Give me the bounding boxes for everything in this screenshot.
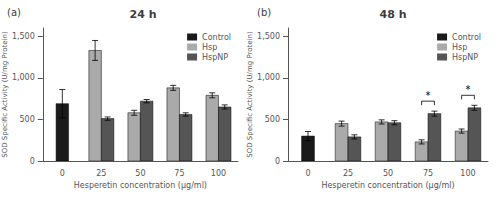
svg-text:1,000: 1,000 (257, 73, 280, 82)
svg-text:0: 0 (305, 169, 310, 178)
svg-text:100: 100 (460, 169, 475, 178)
svg-text:100: 100 (211, 169, 226, 178)
svg-text:1,500: 1,500 (12, 32, 35, 41)
svg-text:Hsp: Hsp (452, 43, 467, 52)
svg-text:0: 0 (60, 169, 65, 178)
svg-text:50: 50 (383, 169, 393, 178)
svg-text:SOD Specific Activity (U/mg Pr: SOD Specific Activity (U/mg Protein) (1, 31, 9, 158)
svg-text:*: * (426, 90, 431, 101)
svg-text:*: * (466, 84, 471, 95)
svg-text:SOD Specific Activity (U/mg Pr: SOD Specific Activity (U/mg Protein) (246, 31, 254, 158)
svg-text:0: 0 (275, 157, 280, 166)
svg-text:Control: Control (452, 33, 481, 42)
svg-text:(b): (b) (257, 7, 271, 18)
svg-text:Control: Control (202, 33, 231, 42)
svg-text:500: 500 (20, 115, 35, 124)
svg-text:25: 25 (343, 169, 353, 178)
svg-text:50: 50 (135, 169, 145, 178)
svg-text:48 h: 48 h (380, 8, 407, 21)
svg-text:Hesperetin concentration (µg/m: Hesperetin concentration (µg/ml) (74, 181, 207, 190)
svg-text:HspNP: HspNP (452, 53, 478, 62)
svg-text:75: 75 (174, 169, 184, 178)
svg-text:(a): (a) (7, 7, 21, 18)
svg-text:Hsp: Hsp (202, 43, 217, 52)
svg-text:1,000: 1,000 (12, 73, 35, 82)
svg-text:24 h: 24 h (130, 8, 157, 21)
svg-text:HspNP: HspNP (202, 53, 228, 62)
svg-text:Hesperetin concentration (µg/m: Hesperetin concentration (µg/ml) (321, 181, 454, 190)
svg-text:0: 0 (30, 157, 35, 166)
svg-text:1,500: 1,500 (257, 32, 280, 41)
svg-text:75: 75 (423, 169, 433, 178)
svg-text:25: 25 (96, 169, 106, 178)
svg-text:500: 500 (265, 115, 280, 124)
